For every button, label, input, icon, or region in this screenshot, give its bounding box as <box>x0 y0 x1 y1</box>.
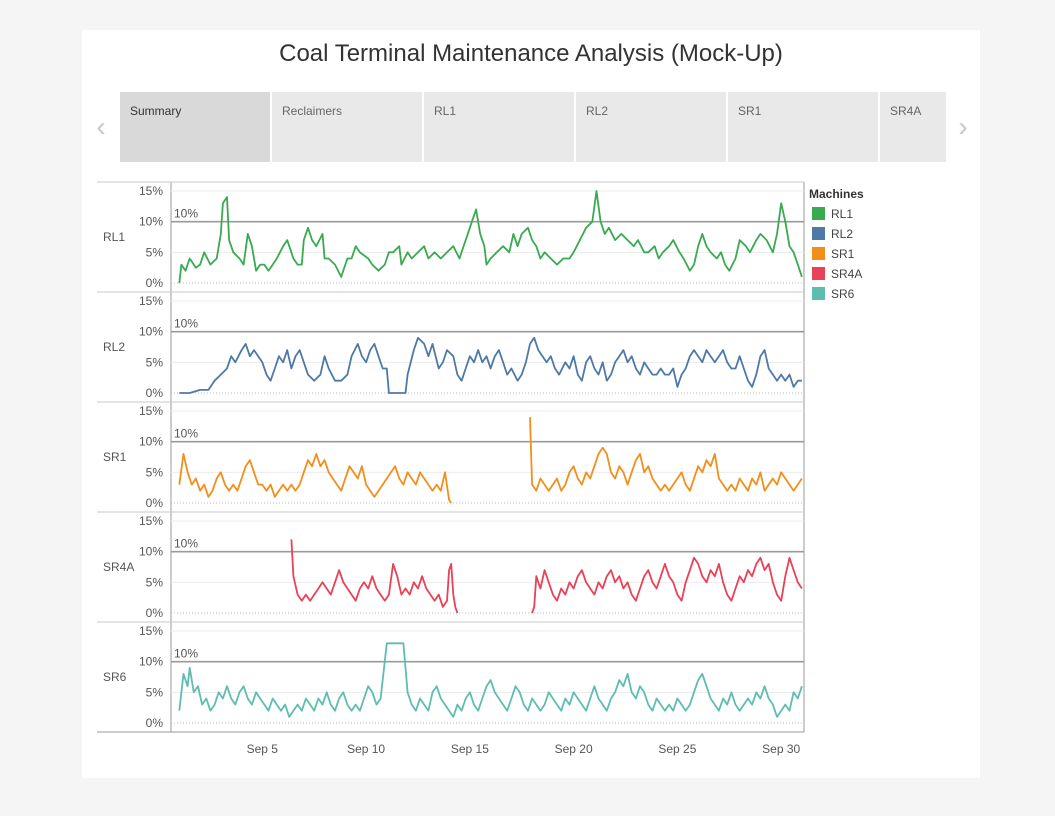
legend-label-rl1: RL1 <box>831 207 853 221</box>
y-tick-label: 10% <box>139 655 163 669</box>
tab-strip: ‹ Summary Reclaimers RL1 RL2 SR1 SR4A › <box>92 92 980 162</box>
y-tick-label: 15% <box>139 404 163 418</box>
series-line-sr4a <box>290 539 803 614</box>
y-tick-label: 10% <box>139 545 163 559</box>
y-tick-label: 15% <box>139 184 163 198</box>
reference-line-label: 10% <box>174 537 198 551</box>
legend-swatch-sr1 <box>812 247 825 260</box>
y-tick-label: 0% <box>146 276 164 290</box>
panel-label-rl1: RL1 <box>103 230 125 244</box>
chevron-right-icon[interactable]: › <box>958 111 968 142</box>
x-tick-label: Sep 5 <box>247 742 279 756</box>
page-title: Coal Terminal Maintenance Analysis (Mock… <box>279 40 783 67</box>
legend-label-rl2: RL2 <box>831 227 853 241</box>
panel-label-sr6: SR6 <box>103 670 127 684</box>
tab-sr1[interactable]: SR1 <box>728 92 878 162</box>
x-tick-label: Sep 10 <box>347 742 385 756</box>
legend-label-sr6: SR6 <box>831 287 855 301</box>
x-tick-label: Sep 20 <box>555 742 593 756</box>
y-tick-label: 0% <box>146 496 164 510</box>
reference-line-label: 10% <box>174 427 198 441</box>
y-tick-label: 0% <box>146 386 164 400</box>
legend-label-sr4a: SR4A <box>831 267 862 281</box>
y-tick-label: 15% <box>139 624 163 638</box>
legend-swatch-sr6 <box>812 287 825 300</box>
tab-rl1[interactable]: RL1 <box>424 92 574 162</box>
panel-label-rl2: RL2 <box>103 340 125 354</box>
panel-label-sr4a: SR4A <box>103 560 134 574</box>
y-tick-label: 0% <box>146 716 164 730</box>
x-tick-label: Sep 25 <box>658 742 696 756</box>
y-tick-label: 5% <box>146 245 164 259</box>
panel-label-sr1: SR1 <box>103 450 127 464</box>
tab-rl2[interactable]: RL2 <box>576 92 726 162</box>
reference-line-label: 10% <box>174 647 198 661</box>
y-tick-label: 5% <box>146 465 164 479</box>
y-tick-label: 5% <box>146 575 164 589</box>
x-tick-label: Sep 15 <box>451 742 489 756</box>
legend-swatch-sr4a <box>812 267 825 280</box>
y-tick-label: 15% <box>139 294 163 308</box>
legend-label-sr1: SR1 <box>831 247 855 261</box>
tab-summary[interactable]: Summary <box>120 92 270 162</box>
y-tick-label: 15% <box>139 514 163 528</box>
y-tick-label: 5% <box>146 355 164 369</box>
series-line-rl1 <box>178 190 803 284</box>
y-tick-label: 5% <box>146 685 164 699</box>
y-tick-label: 10% <box>139 435 163 449</box>
legend-swatch-rl1 <box>812 207 825 220</box>
reference-line-label: 10% <box>174 317 198 331</box>
chevron-left-icon[interactable]: ‹ <box>96 111 106 142</box>
series-line-sr1 <box>178 417 803 504</box>
tab-reclaimers[interactable]: Reclaimers <box>272 92 422 162</box>
reference-line-label: 10% <box>174 207 198 221</box>
tab-sr4a[interactable]: SR4A <box>880 92 946 162</box>
series-line-sr6 <box>178 642 803 718</box>
y-tick-label: 10% <box>139 215 163 229</box>
series-line-rl2 <box>179 336 802 394</box>
y-tick-label: 0% <box>146 606 164 620</box>
x-tick-label: Sep 30 <box>762 742 800 756</box>
y-tick-label: 10% <box>139 325 163 339</box>
legend-swatch-rl2 <box>812 227 825 240</box>
legend-title: Machines <box>809 187 864 201</box>
